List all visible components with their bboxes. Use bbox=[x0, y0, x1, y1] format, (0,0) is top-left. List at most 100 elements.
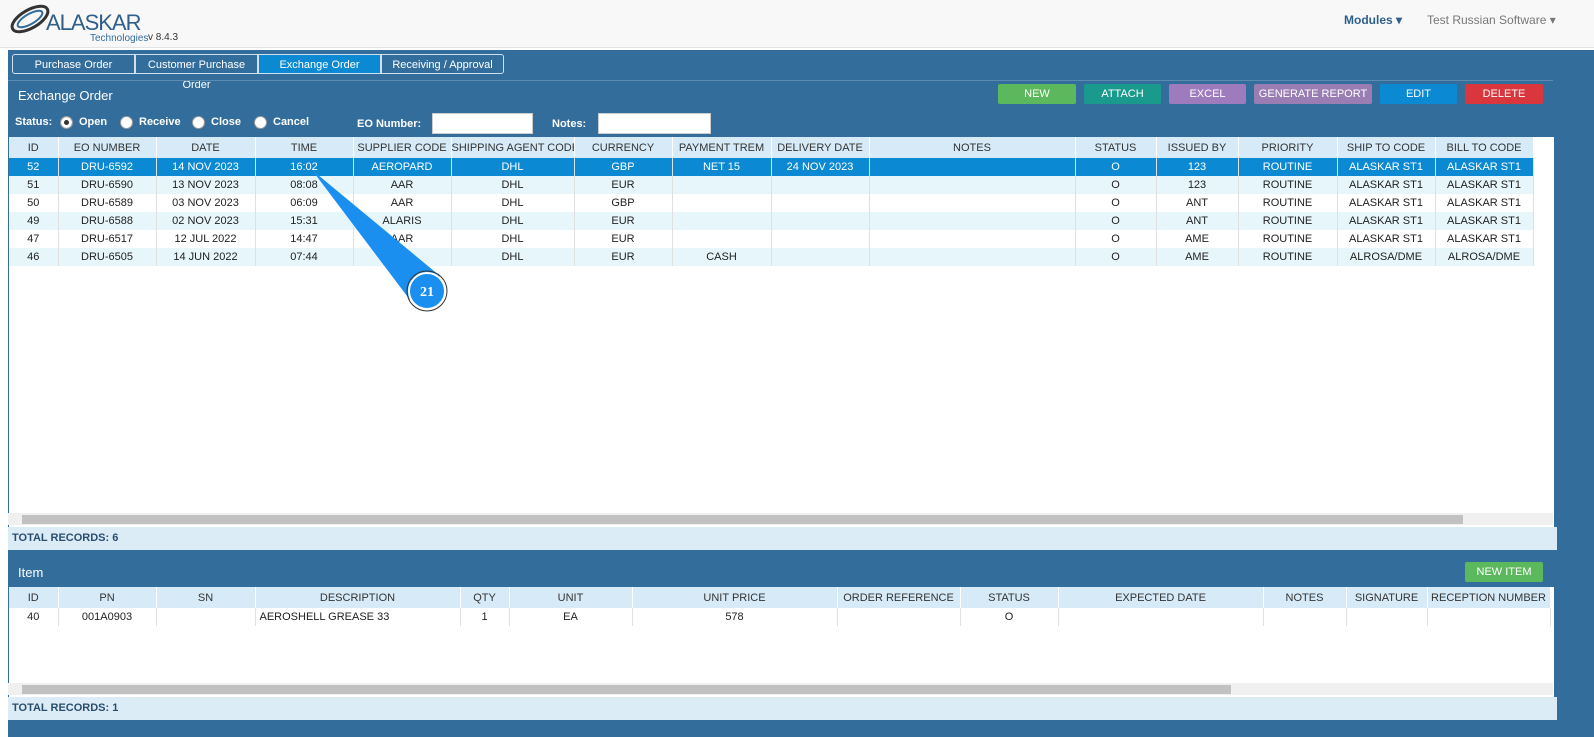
cell: ALASKAR ST1 bbox=[1337, 230, 1436, 248]
cell: ALASKAR ST1 bbox=[1337, 212, 1436, 230]
cell: 578 bbox=[632, 608, 838, 626]
cell bbox=[869, 158, 1076, 176]
column-header[interactable]: DESCRIPTION bbox=[255, 587, 461, 608]
tab[interactable]: Receiving / Approval bbox=[381, 54, 504, 74]
toolbar-button[interactable]: ATTACH bbox=[1084, 84, 1161, 104]
toolbar-button[interactable]: NEW bbox=[998, 84, 1076, 104]
cell bbox=[771, 176, 870, 194]
scrollbar[interactable] bbox=[8, 513, 1553, 525]
column-header[interactable]: UNIT bbox=[509, 587, 633, 608]
tab[interactable]: Customer Purchase Order bbox=[135, 54, 258, 91]
data-row[interactable]: 52 DRU-6592 14 NOV 2023 16:02 AEROPARD DHL GBP… bbox=[9, 158, 1534, 176]
column-header[interactable]: RECEPTION NUMBER bbox=[1427, 587, 1551, 608]
cell: 123 bbox=[1156, 158, 1239, 176]
radio-label: Close bbox=[211, 116, 241, 128]
cell: AME bbox=[1156, 230, 1239, 248]
column-header[interactable]: STATUS bbox=[960, 587, 1059, 608]
column-header[interactable]: ORDER REFERENCE bbox=[837, 587, 961, 608]
column-header[interactable]: TIME bbox=[255, 137, 354, 158]
eo-input[interactable] bbox=[432, 113, 533, 134]
cell: GBP bbox=[574, 158, 673, 176]
cell: O bbox=[1075, 230, 1157, 248]
cell: DRU-6588 bbox=[58, 212, 157, 230]
nav-modules[interactable]: Modules ▾ bbox=[1344, 13, 1403, 27]
column-header[interactable]: STATUS bbox=[1075, 137, 1157, 158]
tab[interactable]: Exchange Order bbox=[258, 54, 381, 74]
notes-label: Notes: bbox=[552, 118, 587, 130]
cell: EA bbox=[509, 608, 633, 626]
items-table: ID PN SN DESCRIPTION QTY UNIT UNIT PRICE ORDER … bbox=[9, 587, 1551, 626]
column-header[interactable]: EXPECTED DATE bbox=[1058, 587, 1264, 608]
column-header[interactable]: DELIVERY DATE bbox=[771, 137, 870, 158]
cell bbox=[1263, 608, 1347, 626]
total-records: TOTAL RECORDS: 6 bbox=[8, 527, 1557, 550]
notes-input[interactable] bbox=[598, 113, 711, 134]
radio[interactable] bbox=[192, 116, 205, 129]
cell: 03 NOV 2023 bbox=[156, 194, 256, 212]
column-header[interactable]: EO NUMBER bbox=[58, 137, 157, 158]
nav-user[interactable]: Test Russian Software ▾ bbox=[1427, 13, 1556, 27]
cell: ROUTINE bbox=[1238, 248, 1338, 266]
logo-text: ALASKAR bbox=[46, 10, 141, 35]
cell: AEROSHELL GREASE 33 bbox=[255, 608, 461, 626]
column-header[interactable]: QTY bbox=[460, 587, 510, 608]
column-header[interactable]: SN bbox=[156, 587, 256, 608]
cell: 06:09 bbox=[255, 194, 354, 212]
column-header[interactable]: CURRENCY bbox=[574, 137, 673, 158]
toolbar-button[interactable]: DELETE bbox=[1465, 84, 1543, 104]
column-header[interactable]: DATE bbox=[156, 137, 256, 158]
data-row[interactable]: 49 DRU-6588 02 NOV 2023 15:31 ALARIS DHL EUR O A… bbox=[9, 212, 1534, 230]
status-label: Status: bbox=[15, 116, 53, 128]
cell: DHL bbox=[451, 194, 575, 212]
data-row[interactable]: 47 DRU-6517 12 JUL 2022 14:47 AAR DHL EUR O AME R… bbox=[9, 230, 1534, 248]
radio[interactable] bbox=[254, 116, 267, 129]
toolbar-button[interactable]: GENERATE REPORT bbox=[1254, 84, 1372, 104]
column-header[interactable]: ID bbox=[9, 587, 59, 608]
column-header[interactable]: PAYMENT TREM bbox=[672, 137, 772, 158]
cell: 51 bbox=[9, 176, 59, 194]
cell: DRU-6589 bbox=[58, 194, 157, 212]
column-header[interactable]: ID bbox=[9, 137, 59, 158]
toolbar-button[interactable]: EXCEL bbox=[1169, 84, 1246, 104]
column-header[interactable]: NOTES bbox=[1263, 587, 1347, 608]
cell: ALASKAR ST1 bbox=[1435, 230, 1534, 248]
toolbar-button[interactable]: EDIT bbox=[1380, 84, 1457, 104]
column-header[interactable]: SHIP TO CODE bbox=[1337, 137, 1436, 158]
cell bbox=[869, 194, 1076, 212]
tab[interactable]: Purchase Order bbox=[12, 54, 135, 74]
orders-grid: ID EO NUMBER DATE TIME SUPPLIER CODE SHIPPING… bbox=[9, 137, 1554, 550]
column-header[interactable]: SIGNATURE bbox=[1346, 587, 1428, 608]
column-header[interactable]: SUPPLIER CODE bbox=[353, 137, 452, 158]
cell: 47 bbox=[9, 230, 59, 248]
column-header[interactable]: BILL TO CODE bbox=[1435, 137, 1534, 158]
cell: O bbox=[1075, 248, 1157, 266]
panel-title: Exchange Order bbox=[18, 88, 113, 103]
column-header[interactable]: NOTES bbox=[869, 137, 1076, 158]
column-header[interactable]: SHIPPING AGENT CODE bbox=[451, 137, 575, 158]
scrollbar[interactable] bbox=[8, 683, 1553, 695]
column-header[interactable]: UNIT PRICE bbox=[632, 587, 838, 608]
cell: O bbox=[1075, 194, 1157, 212]
cell: ANT bbox=[1156, 212, 1239, 230]
header-row: ID EO NUMBER DATE TIME SUPPLIER CODE SHIPPING… bbox=[9, 137, 1534, 158]
radio[interactable] bbox=[120, 116, 133, 129]
cell: ALROSA/DME bbox=[1337, 248, 1436, 266]
data-row[interactable]: 50 DRU-6589 03 NOV 2023 06:09 AAR DHL GBP O ANT R… bbox=[9, 194, 1534, 212]
column-header[interactable]: PRIORITY bbox=[1238, 137, 1338, 158]
column-header[interactable]: ISSUED BY bbox=[1156, 137, 1239, 158]
item-title: Item bbox=[18, 565, 44, 580]
version: v 8.4.3 bbox=[148, 32, 179, 43]
data-row[interactable]: 40 001A0903 AEROSHELL GREASE 33 1 EA 578 O bbox=[9, 608, 1551, 626]
radio-label: Open bbox=[79, 116, 108, 128]
new-item-button[interactable]: NEW ITEM bbox=[1465, 562, 1543, 582]
cell: ROUTINE bbox=[1238, 176, 1338, 194]
cell: DHL bbox=[451, 158, 575, 176]
cell: 02 NOV 2023 bbox=[156, 212, 256, 230]
cell: DHL bbox=[451, 212, 575, 230]
column-header[interactable]: PN bbox=[58, 587, 157, 608]
radio[interactable] bbox=[60, 116, 73, 129]
cell bbox=[353, 248, 452, 266]
cell: 14 NOV 2023 bbox=[156, 158, 256, 176]
data-row[interactable]: 51 DRU-6590 13 NOV 2023 08:08 AAR DHL EUR O 123 R… bbox=[9, 176, 1534, 194]
data-row[interactable]: 46 DRU-6505 14 JUN 2022 07:44 DHL EUR CASH O AME… bbox=[9, 248, 1534, 266]
